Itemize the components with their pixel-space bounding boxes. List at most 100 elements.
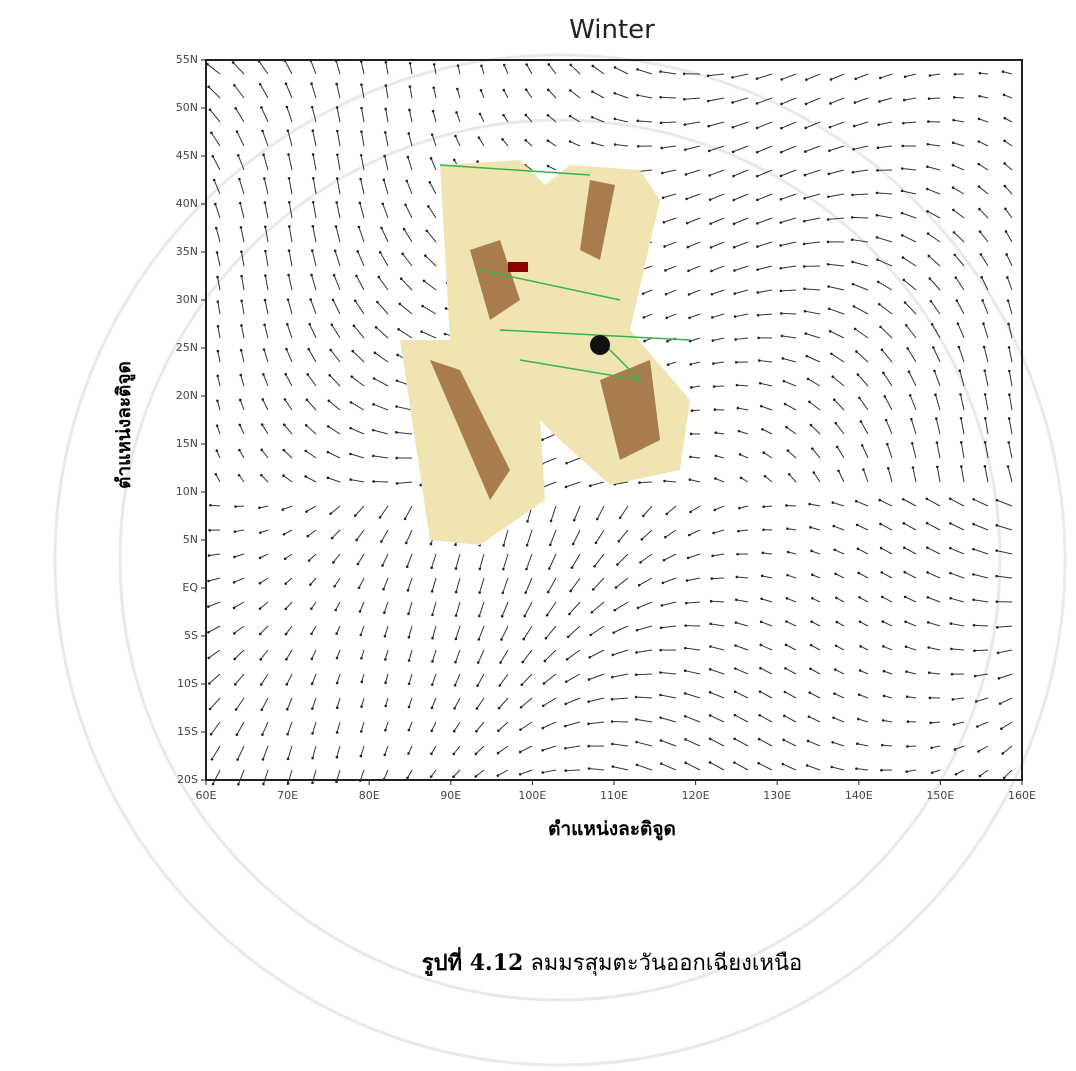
wind-arrow — [613, 650, 628, 655]
wind-arrow — [498, 722, 508, 731]
wind-arrow-head — [593, 565, 596, 568]
wind-arrow — [567, 458, 580, 463]
wind-arrow-head — [977, 163, 980, 166]
wind-arrow-head — [310, 274, 313, 277]
wind-arrow — [312, 674, 316, 684]
wind-arrow — [237, 722, 244, 735]
wind-arrow — [589, 674, 604, 679]
wind-arrow-head — [911, 442, 914, 445]
wind-arrow — [905, 303, 916, 314]
wind-arrow-head — [972, 548, 975, 551]
wind-arrow-head — [336, 130, 339, 133]
wind-arrow-head — [684, 647, 687, 650]
wind-arrow — [432, 602, 436, 615]
wind-arrow-head — [502, 591, 505, 594]
wind-arrow — [904, 548, 916, 554]
wind-arrow — [568, 626, 580, 637]
wind-arrow — [688, 554, 700, 558]
wind-arrow — [956, 278, 964, 290]
wind-arrow — [665, 266, 676, 270]
wind-arrow — [854, 306, 868, 314]
wind-arrow-head — [642, 515, 645, 518]
wind-arrow-head — [542, 704, 545, 707]
wind-arrow-head — [808, 401, 811, 404]
wind-arrow — [930, 74, 940, 76]
wind-arrow — [711, 624, 724, 626]
wind-arrow-head — [596, 518, 599, 521]
wind-arrow — [612, 674, 628, 677]
wind-arrow — [974, 625, 988, 626]
wind-arrow — [569, 602, 580, 614]
wind-arrow-head — [541, 749, 544, 752]
wind-arrow — [259, 61, 268, 74]
wind-arrow-head — [408, 132, 411, 135]
wind-arrow — [565, 746, 580, 748]
wind-arrow — [456, 554, 460, 568]
wind-arrow-head — [933, 370, 936, 373]
wind-arrow-head — [525, 88, 528, 91]
wind-arrow — [712, 290, 724, 294]
wind-arrow — [360, 203, 364, 218]
wind-arrow-head — [431, 660, 434, 663]
wind-arrow-head — [904, 301, 907, 304]
wind-arrow — [758, 314, 772, 315]
wind-arrow-head — [239, 399, 242, 402]
wind-arrow — [235, 650, 244, 659]
wind-arrow — [362, 108, 364, 122]
wind-arrow — [883, 622, 892, 626]
wind-arrow-head — [233, 632, 236, 635]
wind-arrow-head — [851, 194, 854, 197]
wind-arrow-head — [926, 165, 929, 168]
wind-arrow-head — [404, 518, 407, 521]
wind-arrow — [432, 674, 436, 685]
wind-arrow — [934, 371, 940, 386]
wind-arrow-head — [659, 694, 662, 697]
wind-arrow — [567, 650, 580, 659]
wind-arrow — [548, 90, 556, 98]
wind-arrow-head — [260, 708, 263, 711]
wind-arrow-head — [903, 279, 906, 282]
wind-arrow-head — [902, 498, 905, 501]
wind-arrow — [812, 622, 820, 626]
wind-arrow-head — [927, 646, 930, 649]
wind-arrow — [283, 506, 292, 510]
wind-arrow-head — [455, 567, 458, 570]
wind-arrow-head — [904, 75, 907, 78]
wind-arrow-head — [663, 221, 666, 224]
wind-arrow — [332, 325, 340, 338]
wind-arrow-head — [953, 723, 956, 726]
wind-arrow — [288, 770, 292, 784]
wind-arrow — [284, 450, 292, 458]
wind-arrow-head — [809, 526, 812, 529]
wind-arrow-head — [383, 179, 386, 182]
wind-arrow — [757, 74, 772, 79]
wind-arrow-head — [329, 512, 332, 515]
wind-arrow — [664, 218, 676, 222]
wind-arrow — [807, 356, 820, 362]
wind-arrow-head — [501, 615, 504, 618]
wind-arrow — [234, 85, 244, 98]
wind-arrow — [620, 506, 628, 518]
wind-arrow — [1005, 141, 1012, 146]
wind-arrow-head — [567, 635, 570, 638]
wind-arrow-head — [636, 120, 639, 123]
wind-arrow-head — [285, 633, 288, 636]
wind-arrow — [973, 574, 988, 578]
wind-arrow-head — [1008, 417, 1011, 420]
wind-arrow-head — [430, 543, 433, 546]
wind-arrow — [409, 110, 412, 122]
wind-arrow-head — [761, 428, 764, 431]
wind-arrow-head — [359, 178, 362, 181]
wind-arrow — [520, 746, 532, 752]
wind-arrow-head — [903, 571, 906, 574]
wind-arrow-head — [420, 330, 423, 333]
wind-arrow — [638, 69, 652, 74]
wind-arrow — [209, 674, 220, 683]
wind-arrow — [386, 86, 388, 98]
wind-arrow-head — [636, 629, 639, 632]
wind-arrow — [902, 213, 916, 218]
wind-arrow — [856, 501, 868, 506]
wind-arrow-head — [430, 729, 433, 732]
wind-arrow-head — [854, 101, 857, 104]
wind-arrow — [332, 530, 340, 538]
